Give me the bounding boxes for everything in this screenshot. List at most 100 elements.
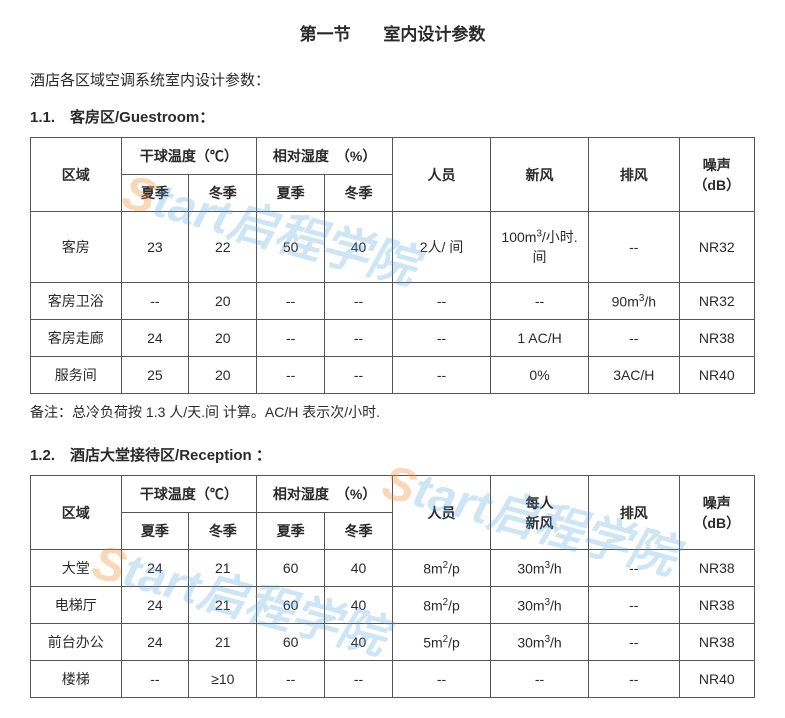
- cell-person: --: [393, 283, 491, 320]
- cell-exhaust: --: [589, 587, 680, 624]
- cell-noise: NR38: [679, 320, 754, 357]
- cell-ts: 24: [121, 587, 189, 624]
- col-exhaust: 排风: [589, 476, 680, 550]
- cell-hs: 60: [257, 624, 325, 661]
- page-title: 第一节 室内设计参数: [30, 20, 755, 45]
- col-fresh: 每人新风: [491, 476, 589, 550]
- col-hum: 相对湿度 （%）: [257, 476, 393, 513]
- cell-exhaust: --: [589, 661, 680, 698]
- cell-noise: NR40: [679, 357, 754, 394]
- cell-area: 客房走廊: [31, 320, 122, 357]
- cell-hs: 50: [257, 212, 325, 283]
- col-temp: 干球温度（℃）: [121, 138, 257, 175]
- cell-hs: --: [257, 283, 325, 320]
- reception-table: 区域 干球温度（℃） 相对湿度 （%） 人员 每人新风 排风 噪声（dB） 夏季…: [30, 475, 755, 698]
- cell-ts: 25: [121, 357, 189, 394]
- cell-noise: NR32: [679, 212, 754, 283]
- col-area: 区域: [31, 476, 122, 550]
- col-temp: 干球温度（℃）: [121, 476, 257, 513]
- cell-hw: --: [325, 357, 393, 394]
- cell-tw: 22: [189, 212, 257, 283]
- cell-fresh: 30m3/h: [491, 587, 589, 624]
- table-row: 电梯厅242160408m2/p30m3/h--NR38: [31, 587, 755, 624]
- cell-noise: NR38: [679, 550, 754, 587]
- cell-area: 楼梯: [31, 661, 122, 698]
- table-row: 服务间2520------0%3AC/HNR40: [31, 357, 755, 394]
- table-row: 客房卫浴--20--------90m3/hNR32: [31, 283, 755, 320]
- cell-noise: NR38: [679, 624, 754, 661]
- cell-tw: 20: [189, 320, 257, 357]
- cell-ts: --: [121, 661, 189, 698]
- guestroom-table: 区域 干球温度（℃） 相对湿度 （%） 人员 新风 排风 噪声（dB） 夏季 冬…: [30, 137, 755, 394]
- cell-hw: 40: [325, 624, 393, 661]
- col-winter: 冬季: [325, 175, 393, 212]
- section-1-heading: 1.1. 客房区/Guestroom：: [30, 106, 755, 127]
- cell-hs: 60: [257, 550, 325, 587]
- cell-exhaust: --: [589, 550, 680, 587]
- cell-tw: 21: [189, 550, 257, 587]
- cell-person: 2人/ 间: [393, 212, 491, 283]
- table-header-row: 区域 干球温度（℃） 相对湿度 （%） 人员 每人新风 排风 噪声（dB）: [31, 476, 755, 513]
- cell-hs: --: [257, 661, 325, 698]
- cell-fresh: --: [491, 283, 589, 320]
- cell-ts: 24: [121, 320, 189, 357]
- cell-hw: 40: [325, 550, 393, 587]
- cell-exhaust: --: [589, 624, 680, 661]
- col-person: 人员: [393, 138, 491, 212]
- table-row: 客房走廊2420------1 AC/H--NR38: [31, 320, 755, 357]
- cell-exhaust: --: [589, 212, 680, 283]
- cell-ts: 23: [121, 212, 189, 283]
- cell-person: --: [393, 357, 491, 394]
- table-row: 楼梯--≥10----------NR40: [31, 661, 755, 698]
- cell-noise: NR32: [679, 283, 754, 320]
- cell-fresh: 30m3/h: [491, 624, 589, 661]
- cell-tw: 20: [189, 357, 257, 394]
- cell-area: 大堂: [31, 550, 122, 587]
- cell-area: 客房卫浴: [31, 283, 122, 320]
- col-winter: 冬季: [325, 513, 393, 550]
- cell-area: 前台办公: [31, 624, 122, 661]
- title-section: 第一节: [300, 25, 351, 44]
- cell-fresh: --: [491, 661, 589, 698]
- cell-tw: 20: [189, 283, 257, 320]
- table-row: 前台办公242160405m2/p30m3/h--NR38: [31, 624, 755, 661]
- cell-noise: NR38: [679, 587, 754, 624]
- cell-hw: --: [325, 320, 393, 357]
- col-noise: 噪声（dB）: [679, 138, 754, 212]
- col-noise: 噪声（dB）: [679, 476, 754, 550]
- cell-tw: 21: [189, 587, 257, 624]
- cell-hw: 40: [325, 212, 393, 283]
- cell-hw: --: [325, 661, 393, 698]
- cell-noise: NR40: [679, 661, 754, 698]
- col-summer: 夏季: [121, 175, 189, 212]
- cell-person: 8m2/p: [393, 550, 491, 587]
- col-fresh: 新风: [491, 138, 589, 212]
- cell-exhaust: --: [589, 320, 680, 357]
- cell-ts: 24: [121, 624, 189, 661]
- cell-person: 5m2/p: [393, 624, 491, 661]
- col-summer: 夏季: [257, 513, 325, 550]
- cell-tw: 21: [189, 624, 257, 661]
- col-hum: 相对湿度 （%）: [257, 138, 393, 175]
- section-2-heading: 1.2. 酒店大堂接待区/Reception ：: [30, 444, 755, 465]
- cell-fresh: 100m3/小时.间: [491, 212, 589, 283]
- cell-hw: --: [325, 283, 393, 320]
- col-summer: 夏季: [257, 175, 325, 212]
- cell-area: 电梯厅: [31, 587, 122, 624]
- cell-area: 客房: [31, 212, 122, 283]
- cell-ts: --: [121, 283, 189, 320]
- cell-hs: --: [257, 320, 325, 357]
- cell-tw: ≥10: [189, 661, 257, 698]
- cell-person: --: [393, 320, 491, 357]
- col-winter: 冬季: [189, 513, 257, 550]
- table-header-row: 区域 干球温度（℃） 相对湿度 （%） 人员 新风 排风 噪声（dB）: [31, 138, 755, 175]
- cell-hs: 60: [257, 587, 325, 624]
- intro-text: 酒店各区域空调系统室内设计参数：: [30, 69, 755, 90]
- title-name: 室内设计参数: [383, 25, 485, 44]
- cell-person: 8m2/p: [393, 587, 491, 624]
- cell-ts: 24: [121, 550, 189, 587]
- cell-exhaust: 3AC/H: [589, 357, 680, 394]
- cell-person: --: [393, 661, 491, 698]
- cell-hs: --: [257, 357, 325, 394]
- table-row: 客房232250402人/ 间100m3/小时.间--NR32: [31, 212, 755, 283]
